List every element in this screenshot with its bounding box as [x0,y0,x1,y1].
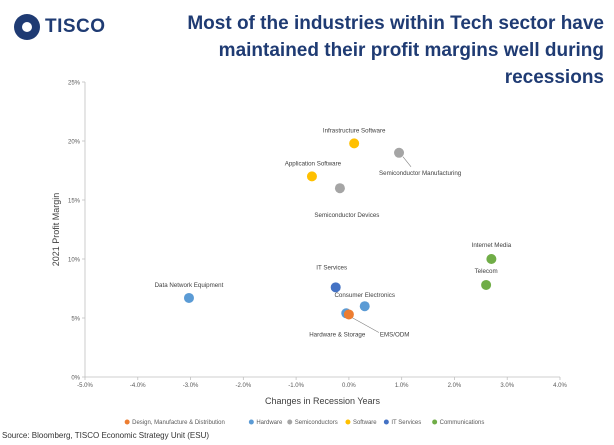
x-tick-label: 4.0% [553,383,567,389]
y-tick-label: 20% [68,140,81,146]
data-point [481,279,492,290]
y-tick-label: 25% [68,81,81,87]
legend-label: Hardware [256,420,283,426]
y-tick-label: 10% [68,258,81,264]
data-point [486,254,497,264]
logo: TISCO [14,14,106,40]
legend-label: Semiconductors [295,420,338,426]
y-tick-label: 5% [71,317,80,323]
legend-marker [124,419,130,425]
data-label: Telecom [475,268,498,275]
data-point [330,282,341,293]
data-point [359,301,370,312]
x-tick-label: 2.0% [448,383,462,389]
data-label: Application Software [285,160,342,167]
logo-text: TISCO [45,16,106,37]
legend-label: Communications [440,420,485,426]
x-axis-title: Changes in Recession Years [265,396,381,406]
legend-marker [345,419,351,425]
x-tick-label: 0.0% [342,383,356,389]
data-label: Consumer Electronics [334,292,395,299]
data-label: EMS/ODM [380,331,410,338]
data-point [343,309,354,320]
data-label: Infrastructure Software [323,127,386,134]
data-label: Semiconductor Manufacturing [379,170,462,177]
legend-marker [248,419,254,425]
legend-marker [287,419,293,425]
data-point [334,183,345,194]
legend-marker [383,419,389,425]
leader-line [351,317,380,333]
legend-label: Design, Manufacture & Distribution [132,420,225,426]
x-tick-label: -1.0% [288,383,304,389]
y-axis-title: 2021 Profit Margin [51,193,61,267]
y-tick-label: 15% [68,199,81,205]
x-tick-label: 1.0% [395,383,409,389]
data-point [349,138,360,149]
legend-label: Software [353,420,377,426]
leader-line [402,156,412,167]
legend-marker [432,419,438,425]
data-label: Internet Media [472,242,512,249]
x-tick-label: 3.0% [500,383,514,389]
source-note: Source: Bloomberg, TISCO Economic Strate… [2,431,210,440]
data-label: IT Services [316,264,347,271]
data-point [394,147,405,158]
y-tick-label: 0% [71,376,80,382]
data-point [306,171,317,182]
data-label: Semiconductor Devices [314,212,379,219]
logo-mark-icon [14,14,40,40]
chart-title: Most of the industries within Tech secto… [187,13,604,88]
legend-label: IT Services [391,420,421,426]
x-tick-label: -4.0% [130,383,146,389]
x-tick-label: -2.0% [235,383,251,389]
data-label: Hardware & Storage [309,331,366,338]
data-point [183,292,194,303]
data-label: Data Network Equipment [155,282,224,289]
x-tick-label: -3.0% [183,383,199,389]
x-tick-label: -5.0% [77,383,93,389]
